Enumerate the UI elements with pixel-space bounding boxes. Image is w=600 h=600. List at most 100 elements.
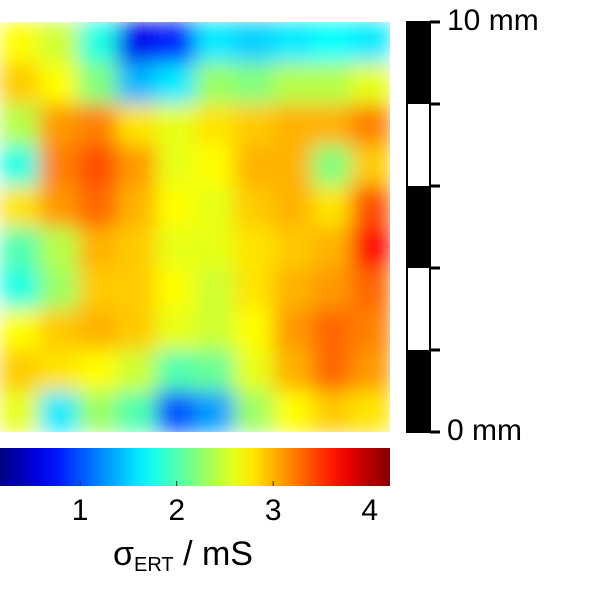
heatmap-cell: [78, 186, 118, 228]
heatmap-cell: [39, 227, 79, 269]
heatmap-cell: [156, 309, 196, 351]
heatmap-cell: [156, 350, 196, 392]
heatmap-cell: [39, 350, 79, 392]
colorbar-tick-label: 1: [72, 494, 89, 527]
heatmap-cell: [39, 22, 79, 64]
heatmap-cell: [351, 227, 390, 269]
heatmap-cell: [234, 22, 274, 64]
heatmap-cell: [312, 104, 352, 146]
heatmap-cell: [78, 309, 118, 351]
heatmap-cell: [195, 145, 235, 187]
heatmap-cell: [234, 227, 274, 269]
colorbar-tick-label: 4: [361, 494, 378, 527]
heatmap-cell: [312, 186, 352, 228]
heatmap-cell: [273, 227, 313, 269]
label-subscript: ERT: [134, 554, 174, 576]
heatmap-cell: [156, 391, 196, 432]
heatmap-cell: [312, 22, 352, 64]
heatmap-cell: [312, 268, 352, 310]
heatmap-cell: [78, 145, 118, 187]
heatmap-cell: [78, 350, 118, 392]
heatmap-cell: [195, 22, 235, 64]
heatmap-cell: [0, 227, 40, 269]
heatmap-cell: [234, 350, 274, 392]
heatmap-cell: [351, 104, 390, 146]
heatmap-cell: [78, 227, 118, 269]
heatmap-cell: [117, 186, 157, 228]
heatmap-cell: [195, 63, 235, 105]
heatmap-cell: [351, 145, 390, 187]
heatmap-cell: [312, 227, 352, 269]
heatmap-cell: [156, 227, 196, 269]
heatmap-cell: [78, 63, 118, 105]
heatmap-cell: [156, 22, 196, 64]
heatmap-cell: [351, 350, 390, 392]
heatmap: [0, 22, 390, 432]
heatmap-cell: [39, 63, 79, 105]
heatmap-cell: [195, 309, 235, 351]
heatmap-cell: [156, 268, 196, 310]
heatmap-cell: [351, 309, 390, 351]
colorbar: [0, 448, 390, 486]
heatmap-cell: [273, 309, 313, 351]
colorbar-label: σERT / mS: [113, 535, 253, 576]
heatmap-cell: [117, 145, 157, 187]
heatmap-cell: [117, 63, 157, 105]
heatmap-cell: [351, 22, 390, 64]
heatmap-cell: [117, 391, 157, 432]
heatmap-cell: [117, 350, 157, 392]
heatmap-cell: [195, 186, 235, 228]
heatmap-cell: [0, 22, 40, 64]
heatmap-cell: [195, 227, 235, 269]
heatmap-cell: [195, 268, 235, 310]
heatmap-cell: [39, 309, 79, 351]
heatmap-cell: [234, 63, 274, 105]
heatmap-cell: [273, 145, 313, 187]
heatmap-cell: [234, 268, 274, 310]
scale-bar-segment: [407, 350, 430, 432]
heatmap-cell: [156, 186, 196, 228]
heatmap-cell: [78, 104, 118, 146]
heatmap-cell: [0, 145, 40, 187]
colorbar-tick-label: 3: [265, 494, 282, 527]
heatmap-cell: [117, 268, 157, 310]
scale-bar-segment: [407, 22, 430, 104]
heatmap-cell: [195, 104, 235, 146]
heatmap-cell: [234, 391, 274, 432]
heatmap-cell: [156, 63, 196, 105]
scale-bar: 0 mm 10 mm: [406, 4, 539, 447]
label-unit: / mS: [174, 535, 253, 573]
heatmap-cell: [312, 145, 352, 187]
scale-bar-label: 10 mm: [447, 4, 539, 37]
heatmap-cell: [234, 104, 274, 146]
heatmap-cell: [0, 186, 40, 228]
heatmap-cell: [234, 145, 274, 187]
heatmap-cell: [0, 268, 40, 310]
heatmap-cell: [117, 309, 157, 351]
scale-bar-segment: [407, 186, 430, 268]
heatmap-cell: [312, 309, 352, 351]
heatmap-cell: [156, 145, 196, 187]
heatmap-cell: [312, 391, 352, 432]
heatmap-cell: [0, 309, 40, 351]
heatmap-cell: [0, 63, 40, 105]
heatmap-cell: [351, 186, 390, 228]
heatmap-cells: [0, 22, 390, 432]
heatmap-cell: [117, 22, 157, 64]
heatmap-cell: [273, 268, 313, 310]
heatmap-cell: [0, 350, 40, 392]
heatmap-cell: [273, 63, 313, 105]
heatmap-cell: [195, 391, 235, 432]
heatmap-cell: [351, 268, 390, 310]
heatmap-cell: [273, 391, 313, 432]
heatmap-cell: [117, 227, 157, 269]
heatmap-cell: [39, 186, 79, 228]
heatmap-cell: [273, 350, 313, 392]
heatmap-cell: [39, 104, 79, 146]
heatmap-cell: [273, 186, 313, 228]
heatmap-cell: [0, 104, 40, 146]
heatmap-cell: [273, 104, 313, 146]
heatmap-cell: [312, 63, 352, 105]
heatmap-cell: [39, 268, 79, 310]
